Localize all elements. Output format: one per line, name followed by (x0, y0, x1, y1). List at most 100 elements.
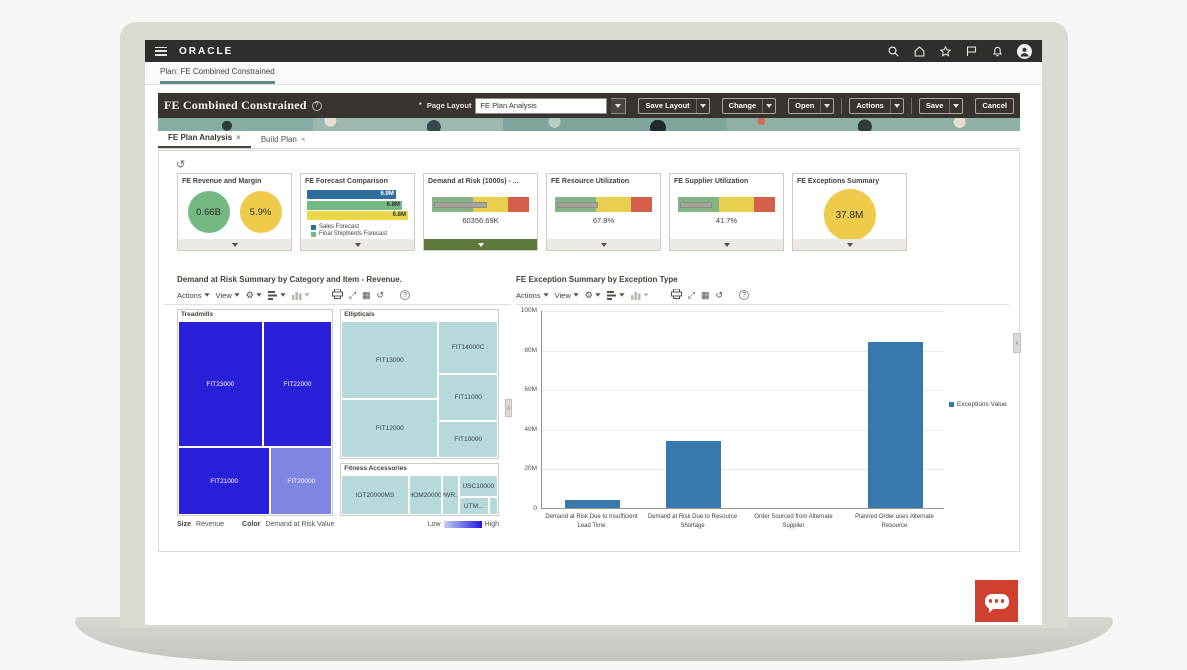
change-button[interactable]: Change (721, 97, 777, 114)
table-view-icon[interactable]: ▦ (362, 289, 371, 300)
tile-expander-selected[interactable] (424, 239, 537, 250)
close-tab-icon[interactable]: × (300, 135, 306, 144)
exceptions-circle: 37.8M (823, 189, 876, 241)
exception-toolbar: Actions View ⚙ ⤢ ▦ ↺ ? (516, 288, 750, 301)
treemap-cell[interactable]: FIT13000 (341, 321, 439, 400)
bar-insufficient-lead-time[interactable] (565, 500, 620, 508)
treemap-toolbar: Actions View ⚙ ⤢ ▦ ↺ ? (177, 288, 411, 301)
required-marker: * (418, 101, 422, 110)
forecast-bars: 6.9M 6.8M 6.8M (301, 185, 414, 220)
x-axis-labels: Demand at Risk Due to Insufficient Lead … (541, 513, 945, 531)
view-menu[interactable]: View (555, 291, 579, 300)
revenue-circle: 0.66B (187, 191, 230, 233)
treemap-group-treadmills: Treadmills FIT23000 FIT22000 FIT21000 FI… (177, 309, 334, 516)
menu-icon[interactable] (155, 46, 167, 56)
top-app-bar: ORACLE (145, 40, 1042, 62)
treemap-cell[interactable]: FIT20000 (270, 447, 333, 515)
tile-expander[interactable] (793, 239, 906, 250)
tab-build-plan[interactable]: Build Plan × (260, 135, 306, 144)
kpi-tile-resource-utilization[interactable]: FE Resource Utilization 67.8% (546, 173, 661, 251)
actions-menu[interactable]: Actions (177, 291, 210, 300)
color-scale-gradient (443, 521, 482, 528)
y-tick: 0 (533, 505, 537, 512)
legend-swatch (311, 231, 316, 237)
tile-expander[interactable] (301, 239, 414, 250)
treemap-cell[interactable] (488, 497, 498, 515)
treemap-cell[interactable]: FIT23000 (178, 321, 263, 448)
help-icon[interactable]: ? (400, 290, 411, 300)
chart-type-menu-disabled[interactable] (630, 291, 649, 300)
help-icon[interactable]: ? (739, 290, 750, 300)
treemap-cell[interactable]: HOM20000 (408, 475, 442, 515)
save-caret (949, 98, 962, 113)
gear-menu[interactable]: ⚙ (246, 290, 262, 301)
print-icon[interactable] (331, 288, 343, 301)
legend-swatch (311, 224, 316, 230)
collapse-handle-right[interactable]: ‹ (1013, 333, 1021, 353)
close-tab-icon[interactable]: × (236, 133, 241, 142)
workarea-tabs: FE Plan Analysis × Build Plan × (158, 131, 1020, 149)
demand-risk-gauge (432, 197, 529, 212)
expand-icon[interactable]: ⤢ (687, 289, 696, 300)
open-button[interactable]: Open (788, 97, 835, 114)
chat-widget-button[interactable] (975, 580, 1018, 622)
favorites-star-icon[interactable] (939, 45, 952, 58)
gear-menu[interactable]: ⚙ (585, 290, 601, 301)
tile-expander[interactable] (547, 239, 660, 250)
treemap-cell[interactable]: IOT20000MS (341, 475, 409, 515)
treemap-cell[interactable]: FIT21000 (178, 447, 271, 515)
actions-menu[interactable]: Actions (516, 291, 549, 300)
print-icon[interactable] (670, 288, 682, 301)
chart-legend: Exceptions Value (949, 401, 1007, 408)
format-bars-icon (267, 290, 277, 300)
change-caret (762, 98, 775, 113)
chart-type-menu-disabled[interactable] (291, 291, 310, 300)
page-layout-select[interactable]: FE Plan Analysis (475, 97, 608, 114)
refresh-icon[interactable]: ↺ (376, 289, 385, 300)
treemap-cell[interactable]: USC10000 (458, 475, 498, 498)
refresh-icon[interactable]: ↺ (715, 289, 724, 300)
title-help-icon[interactable]: ? (311, 100, 322, 111)
bar-resource-shortage[interactable] (666, 440, 721, 508)
tab-fe-plan-analysis[interactable]: FE Plan Analysis × (158, 130, 251, 148)
margin-circle: 5.9% (239, 191, 282, 233)
refresh-icon[interactable]: ↺ (176, 159, 186, 171)
x-label: Planned Order uses Alternate Resource (855, 514, 934, 529)
view-menu[interactable]: View (216, 291, 240, 300)
tile-expander[interactable] (670, 239, 783, 250)
treemap-cell[interactable]: UTM... (458, 497, 489, 515)
kpi-tile-exceptions-summary[interactable]: FE Exceptions Summary 37.8M (792, 173, 907, 251)
decorative-banner (158, 118, 1020, 131)
treemap-cell[interactable]: FIT11000 (438, 374, 498, 422)
tile-expander[interactable] (178, 239, 291, 250)
treemap-cell[interactable]: FIT12000 (341, 399, 439, 459)
table-view-icon[interactable]: ▦ (701, 289, 710, 300)
flag-icon[interactable] (965, 45, 978, 58)
page-layout-caret[interactable] (611, 97, 627, 114)
treemap-cell[interactable]: FIT22000 (262, 321, 333, 448)
plan-breadcrumb-tab[interactable]: Plan: FE Combined Constrained (160, 67, 275, 84)
format-menu[interactable] (606, 290, 625, 300)
kpi-tile-supplier-utilization[interactable]: FE Supplier Utilization 41.7% (669, 173, 784, 251)
bar-alternate-resource[interactable] (868, 341, 923, 508)
kpi-tile-demand-at-risk[interactable]: Demand at Risk (1000s) - ... 60356.69K (423, 173, 538, 251)
gear-icon: ⚙ (584, 289, 593, 300)
actions-button[interactable]: Actions (849, 97, 904, 114)
expand-icon[interactable]: ⤢ (348, 289, 357, 300)
kpi-tile-revenue-margin[interactable]: FE Revenue and Margin 0.66B 5.9% (177, 173, 292, 251)
notifications-bell-icon[interactable] (991, 45, 1004, 58)
search-icon[interactable] (887, 45, 900, 58)
kpi-tile-forecast-comparison[interactable]: FE Forecast Comparison 6.9M 6.8M 6.8M Sa… (300, 173, 415, 251)
format-menu[interactable] (267, 290, 286, 300)
open-caret (820, 98, 833, 113)
home-icon[interactable] (913, 45, 926, 58)
collapse-handle-left[interactable]: ‹ (505, 399, 512, 417)
save-button[interactable]: Save (918, 97, 964, 114)
x-label: Demand at Risk Due to Resource Shortage (647, 514, 738, 529)
save-layout-button[interactable]: Save Layout (638, 97, 710, 114)
cancel-button[interactable]: Cancel (975, 97, 1014, 114)
treemap-cell[interactable]: PWR... (441, 475, 459, 515)
treemap-cell[interactable]: FIT14000C (438, 321, 498, 375)
user-avatar[interactable] (1017, 43, 1032, 59)
treemap-cell[interactable]: FIT10000 (438, 421, 498, 459)
